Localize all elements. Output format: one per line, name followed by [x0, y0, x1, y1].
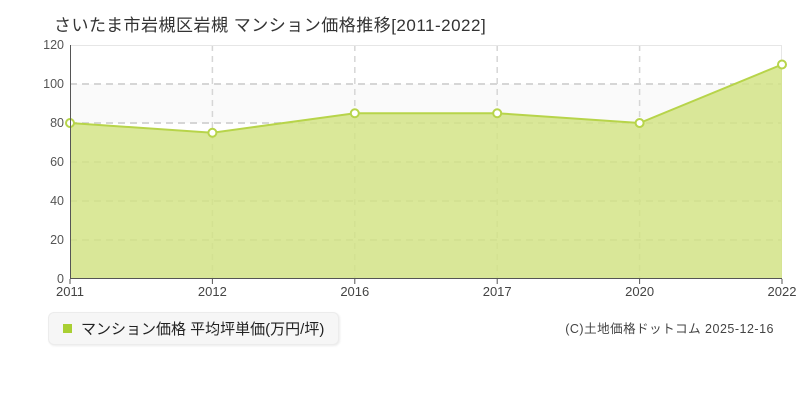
- plot-area: [65, 45, 787, 284]
- y-axis-label: 60: [50, 155, 64, 169]
- legend: マンション価格 平均坪単価(万円/坪): [48, 312, 340, 345]
- legend-series-swatch-icon: [63, 324, 72, 333]
- x-axis-label: 2012: [197, 284, 227, 299]
- y-axis-label: 80: [50, 116, 64, 130]
- y-axis-label: 0: [57, 272, 64, 286]
- plot-svg: [65, 45, 787, 284]
- y-axis-label: 40: [50, 194, 64, 208]
- y-axis-label: 20: [50, 233, 64, 247]
- x-axis-label: 2016: [340, 284, 370, 299]
- data-point-marker: [207, 127, 218, 138]
- legend-series-label: マンション価格 平均坪単価(万円/坪): [81, 321, 325, 338]
- chart-title: さいたま市岩槻区岩槻 マンション価格推移[2011-2022]: [54, 16, 487, 35]
- data-point-marker: [634, 118, 645, 128]
- x-axis-label: 2011: [56, 284, 84, 299]
- x-axis-label: 2020: [625, 284, 655, 299]
- data-point-marker: [777, 59, 787, 70]
- data-point-marker: [492, 108, 503, 119]
- data-point-marker: [349, 108, 360, 119]
- x-axis-label: 2022: [767, 284, 797, 299]
- y-axis-label: 100: [43, 77, 64, 91]
- copyright-credit: (C)土地価格ドットコム 2025-12-16: [565, 322, 774, 336]
- price-line: [69, 63, 783, 134]
- price-area: [70, 64, 782, 279]
- y-axis-label: 120: [43, 38, 64, 52]
- plot-band: [70, 45, 782, 84]
- x-axis-label: 2017: [482, 284, 512, 299]
